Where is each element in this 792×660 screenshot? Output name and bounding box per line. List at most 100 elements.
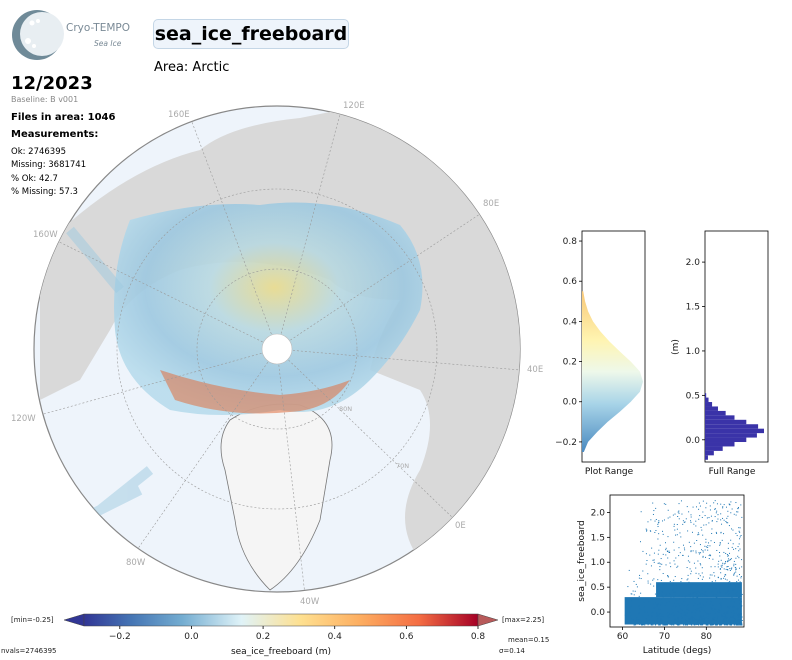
scatter-point <box>647 573 649 575</box>
scatter-point <box>630 615 632 617</box>
scatter-point <box>700 623 702 625</box>
scatter-point <box>715 512 717 514</box>
scatter-point <box>659 624 661 626</box>
scatter-point <box>706 502 708 504</box>
scatter-point <box>698 619 700 621</box>
scatter-point <box>673 614 675 616</box>
scatter-point <box>706 601 708 603</box>
scatter-point <box>682 544 684 546</box>
scatter-point <box>725 606 727 608</box>
scatter-point <box>728 581 730 583</box>
scatter-point <box>725 568 727 570</box>
scatter-point <box>708 555 710 557</box>
scatter-point <box>714 617 716 619</box>
scatter-point <box>684 549 686 551</box>
scatter-point <box>738 615 740 617</box>
scatter-point <box>639 619 641 621</box>
scatter-point <box>729 624 731 626</box>
colorbar-max-extend <box>477 613 499 627</box>
scatter-point <box>693 523 695 525</box>
scatter-point <box>740 534 742 536</box>
scatter-point <box>714 516 716 518</box>
scatter-point <box>691 618 693 620</box>
scatter-point <box>717 622 719 624</box>
scatter-point <box>736 511 738 513</box>
scatter-point <box>721 523 723 525</box>
scatter-point <box>725 560 727 562</box>
scatter-point <box>683 624 685 626</box>
scatter-point <box>719 592 721 594</box>
scatter-point <box>712 618 714 620</box>
scatter-point <box>737 508 739 510</box>
scatter-point <box>700 552 702 554</box>
scatter-point <box>640 511 642 513</box>
scatter-point <box>658 608 660 610</box>
scatter-point <box>719 555 721 557</box>
scatter-point <box>716 624 718 626</box>
scatter-point <box>700 564 702 566</box>
scatter-point <box>728 620 730 622</box>
scatter-point <box>706 598 708 600</box>
colorbar-tick-label: −0.2 <box>109 632 131 642</box>
scatter-point <box>702 623 704 625</box>
scatter-point <box>701 567 703 569</box>
scatter-point <box>662 533 664 535</box>
date-label: 12/2023 <box>11 73 93 94</box>
scatter-point <box>741 605 743 607</box>
scatter-point <box>685 624 687 626</box>
scatter-point <box>652 598 654 600</box>
scatter-point <box>667 509 669 511</box>
scatter-point <box>692 506 694 508</box>
x-tick-label: 70 <box>659 632 671 642</box>
scatter-point <box>724 575 726 577</box>
scatter-point <box>721 622 723 624</box>
scatter-point <box>678 503 680 505</box>
scatter-point <box>726 579 728 581</box>
scatter-point <box>695 552 697 554</box>
scatter-point <box>660 579 662 581</box>
scatter-point <box>657 538 659 540</box>
scatter-point <box>661 620 663 622</box>
scatter-point <box>695 567 697 569</box>
scatter-point <box>723 624 725 626</box>
scatter-point <box>639 624 641 626</box>
scatter-point <box>638 605 640 607</box>
scatter-point <box>644 612 646 614</box>
scatter-point <box>720 605 722 607</box>
scatter-point <box>697 560 699 562</box>
scatter-point <box>692 550 694 552</box>
scatter-point <box>719 610 721 612</box>
scatter-point <box>727 542 729 544</box>
scatter-point <box>672 582 674 584</box>
scatter-point <box>699 619 701 621</box>
scatter-point <box>690 570 692 572</box>
scatter-point <box>695 572 697 574</box>
scatter-point <box>698 621 700 623</box>
scatter-point <box>709 577 711 579</box>
scatter-point <box>676 566 678 568</box>
scatter-point <box>634 590 636 592</box>
scatter-point <box>737 546 739 548</box>
scatter-point <box>714 624 716 626</box>
scatter-point <box>632 590 634 592</box>
scatter-point <box>627 586 629 588</box>
scatter-point <box>711 520 713 522</box>
scatter-point <box>720 559 722 561</box>
scatter-point <box>683 614 685 616</box>
scatter-point <box>678 621 680 623</box>
scatter-point <box>716 549 718 551</box>
scatter-point <box>738 586 740 588</box>
scatter-point <box>705 611 707 613</box>
scatter-point <box>703 610 705 612</box>
scatter-point <box>688 620 690 622</box>
scatter-point <box>739 536 741 538</box>
scatter-point <box>713 502 715 504</box>
scatter-point <box>639 574 641 576</box>
plot-range-chart: −0.2 0.0 0.2 0.4 0.6 0.8 Plot Range <box>555 230 646 477</box>
scatter-point <box>651 622 653 624</box>
scatter-point <box>682 554 684 556</box>
scatter-xlabel: Latitude (degs) <box>643 646 712 656</box>
scatter-point <box>726 561 728 563</box>
map-graticule <box>39 106 520 592</box>
scatter-point <box>659 566 661 568</box>
